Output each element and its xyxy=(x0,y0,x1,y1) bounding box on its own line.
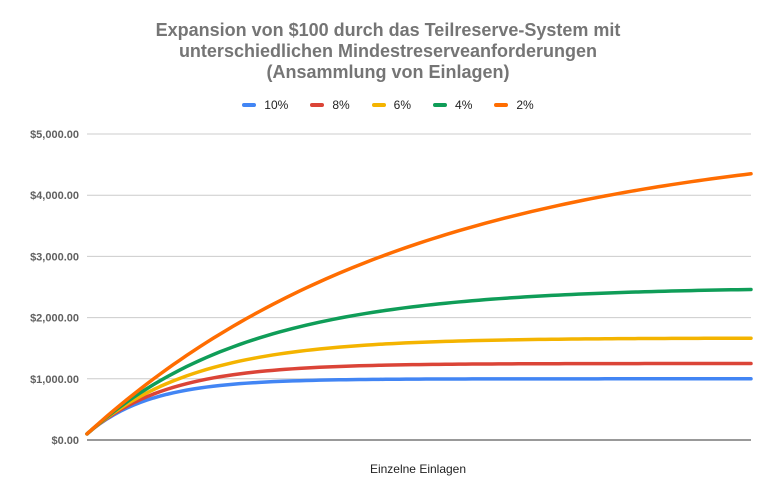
y-tick-label: $5,000.00 xyxy=(30,129,79,141)
legend-label: 2% xyxy=(516,98,534,112)
legend-swatch xyxy=(371,103,386,107)
y-tick-label: $4,000.00 xyxy=(30,190,79,202)
chart-title-line-2: unterschiedlichen Mindestreserveanforder… xyxy=(178,41,598,61)
chart-title-line-1: Expansion von $100 durch das Teilreserve… xyxy=(155,20,621,40)
y-tick-label: $0.00 xyxy=(51,435,79,447)
legend-swatch xyxy=(494,103,509,107)
legend-label: 8% xyxy=(332,98,350,112)
legend-swatch xyxy=(242,103,257,107)
gridlines xyxy=(87,133,751,441)
series-line xyxy=(85,361,753,436)
legend-item: 4% xyxy=(433,98,472,112)
legend-swatch xyxy=(433,103,448,107)
y-axis-ticks: $0.00 $1,000.00 $2,000.00 $3,000.00 $4,000.0… xyxy=(30,129,79,447)
chart-title-line-3: (Ansammlung von Einlagen) xyxy=(266,62,510,82)
chart-legend: 10% 8% 6% 4% 2% xyxy=(0,98,776,112)
series-line xyxy=(85,336,753,436)
legend-label: 6% xyxy=(393,98,412,112)
y-tick-label: $3,000.00 xyxy=(30,251,79,263)
y-tick-label: $2,000.00 xyxy=(30,313,79,325)
legend-item: 10% xyxy=(242,98,288,112)
y-tick-label: $1,000.00 xyxy=(30,374,79,386)
legend-item: 2% xyxy=(494,98,534,112)
legend-swatch xyxy=(310,103,325,107)
series-lines xyxy=(85,172,753,436)
legend-label: 10% xyxy=(264,98,289,112)
legend-item: 8% xyxy=(310,98,350,112)
series-line xyxy=(85,377,753,436)
x-axis-label: Einzelne Einlagen xyxy=(370,462,466,476)
chart-title: Expansion von $100 durch das Teilreserve… xyxy=(0,20,776,83)
legend-item: 6% xyxy=(371,98,412,112)
series-line xyxy=(85,287,753,436)
legend-label: 4% xyxy=(455,98,473,112)
series-line xyxy=(85,172,753,436)
